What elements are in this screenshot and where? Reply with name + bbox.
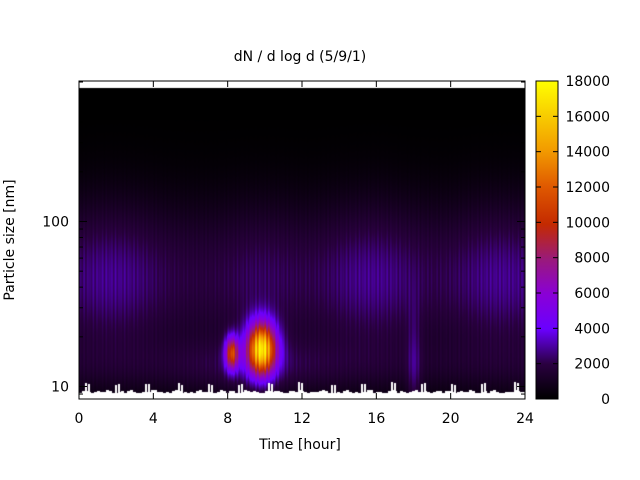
colorbar-tick-label: 2000 bbox=[574, 357, 610, 373]
x-axis-label: Time [hour] bbox=[258, 437, 341, 453]
x-tick-label: 16 bbox=[367, 411, 385, 427]
colorbar-tick-label: 4000 bbox=[574, 321, 610, 337]
y-tick-label: 10 bbox=[51, 380, 69, 396]
x-tick-label: 4 bbox=[149, 411, 158, 427]
colorbar-tick-label: 14000 bbox=[565, 145, 610, 161]
y-axis: 10 100 bbox=[42, 81, 525, 396]
x-tick-label: 0 bbox=[75, 411, 84, 427]
x-tick-label: 20 bbox=[442, 411, 460, 427]
x-tick-label: 24 bbox=[516, 411, 534, 427]
colorbar-tick-label: 8000 bbox=[574, 251, 610, 267]
colorbar-tick-label: 0 bbox=[601, 392, 610, 408]
y-tick-label: 100 bbox=[42, 214, 69, 230]
colorbar-tick-label: 6000 bbox=[574, 286, 610, 302]
x-tick-label: 12 bbox=[293, 411, 311, 427]
x-axis: 0 4 8 12 16 20 24 bbox=[75, 81, 534, 427]
x-tick-label: 8 bbox=[223, 411, 232, 427]
heatmap-plot-area bbox=[79, 81, 525, 399]
colorbar-tick-label: 18000 bbox=[565, 74, 610, 90]
colorbar-tick-label: 10000 bbox=[565, 215, 610, 231]
colorbar-tick-label: 12000 bbox=[565, 180, 610, 196]
colorbar-tick-label: 16000 bbox=[565, 109, 610, 125]
chart-title: dN / d log d (5/9/1) bbox=[234, 49, 367, 65]
colorbar bbox=[535, 80, 559, 400]
y-axis-label: Particle size [nm] bbox=[2, 179, 18, 300]
colorbar-ticks: 0 2000 4000 6000 8000 10000 12000 14000 16000 180… bbox=[536, 74, 610, 408]
